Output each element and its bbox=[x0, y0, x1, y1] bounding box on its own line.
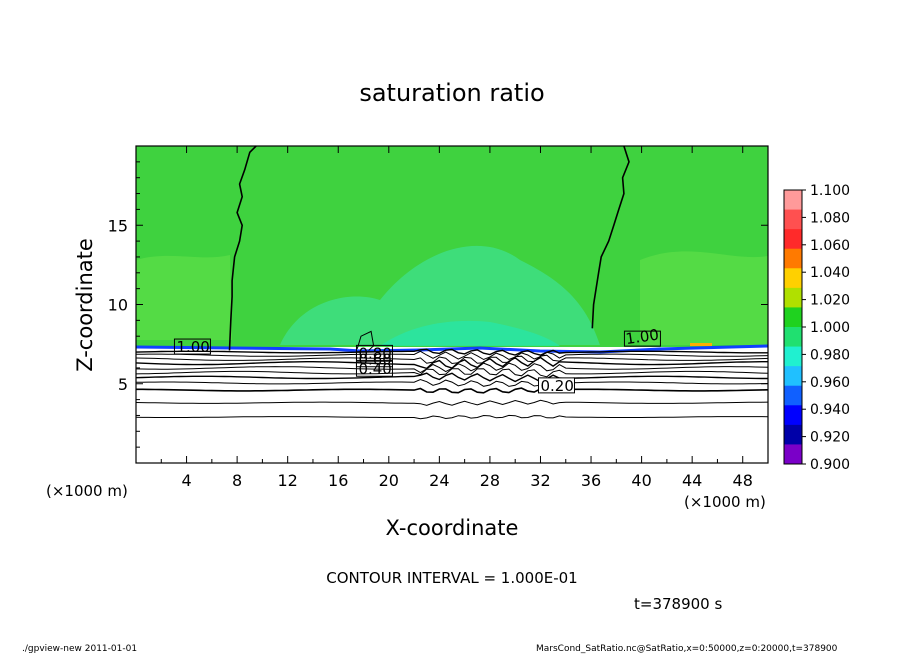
footer-right: MarsCond_SatRatio.nc@SatRatio,x=0:50000,… bbox=[536, 644, 838, 654]
colorbar-label: 1.100 bbox=[810, 183, 850, 199]
x-tick-label: 32 bbox=[530, 471, 550, 490]
contour-label-bg bbox=[173, 338, 211, 355]
colorbar-swatch bbox=[784, 366, 802, 387]
colorbar-swatch bbox=[784, 444, 802, 465]
x-tick-label: 12 bbox=[278, 471, 298, 490]
contour-line bbox=[135, 350, 769, 361]
x-tick-label: 24 bbox=[429, 471, 449, 490]
colorbar-swatch bbox=[784, 327, 802, 348]
saturation-spot bbox=[690, 343, 712, 346]
contour-line bbox=[135, 399, 769, 406]
contour-line bbox=[135, 378, 769, 387]
contour-loop bbox=[356, 330, 375, 351]
saturation-boundary bbox=[135, 344, 769, 354]
saturation-field-cyan bbox=[280, 245, 600, 345]
contour-label-bg bbox=[623, 330, 661, 347]
x-tick-label: 20 bbox=[379, 471, 399, 490]
contour-label-bg bbox=[537, 377, 575, 394]
y-tick-label: 10 bbox=[108, 296, 128, 315]
colorbar-swatch bbox=[784, 287, 802, 308]
colorbar-label: 1.060 bbox=[810, 238, 850, 254]
x-axis: 4 8 12 16 20 24 28 32 36 40 44 48 bbox=[160, 146, 753, 490]
saturation-field-cyan-core bbox=[380, 320, 560, 346]
y-tick-label: 5 bbox=[118, 375, 128, 394]
contour-interval: CONTOUR INTERVAL = 1.000E-01 bbox=[326, 569, 577, 587]
contour-line bbox=[135, 414, 769, 420]
contour-label-bg bbox=[355, 360, 393, 377]
contour-label: 1.00 bbox=[176, 338, 209, 356]
x-tick-label: 40 bbox=[631, 471, 651, 490]
contour-line bbox=[136, 386, 769, 394]
colorbar: 1.100 1.080 1.060 1.040 1.020 1.000 0.980 0.960… bbox=[783, 183, 850, 473]
contour-label: 0.20 bbox=[540, 377, 573, 395]
contour-lines: 1.00 1.00 0.800.600.40 0.20 bbox=[135, 145, 769, 420]
y-axis-label: Z-coordinate bbox=[73, 238, 97, 372]
colorbar-label: 1.040 bbox=[810, 265, 850, 281]
contour-label: 0.60 bbox=[358, 351, 391, 369]
colorbar-label: 1.020 bbox=[810, 293, 850, 309]
colorbar-label: 0.980 bbox=[810, 347, 850, 363]
colorbar-swatch bbox=[784, 248, 802, 269]
colorbar-label: 1.080 bbox=[810, 210, 850, 226]
contour-label: 0.40 bbox=[358, 360, 391, 378]
contour-line bbox=[135, 372, 768, 383]
y-tick-label: 15 bbox=[108, 216, 128, 235]
colorbar-label: 0.960 bbox=[810, 375, 850, 391]
x-tick-label: 28 bbox=[480, 471, 500, 490]
colorbar-swatch bbox=[784, 424, 802, 445]
colorbar-label: 1.000 bbox=[810, 320, 850, 336]
colorbar-swatch bbox=[784, 209, 802, 230]
x-unit-right: (×1000 m) bbox=[684, 493, 766, 511]
colorbar-label: 0.940 bbox=[810, 402, 850, 418]
contour-line-1-right bbox=[591, 145, 630, 329]
contour-label: 0.80 bbox=[358, 344, 391, 362]
x-tick-label: 48 bbox=[733, 471, 753, 490]
saturation-field-light bbox=[136, 255, 232, 340]
x-unit-left: (×1000 m) bbox=[46, 482, 128, 500]
saturation-field bbox=[136, 146, 768, 347]
saturation-field-light-right bbox=[640, 251, 768, 345]
contour-line bbox=[135, 354, 769, 365]
x-tick-label: 16 bbox=[328, 471, 348, 490]
x-tick-label: 44 bbox=[682, 471, 702, 490]
colorbar-swatch bbox=[784, 190, 802, 211]
time-stamp: t=378900 s bbox=[634, 595, 722, 613]
contour-label: 1.00 bbox=[624, 326, 660, 348]
x-tick-label: 8 bbox=[232, 471, 242, 490]
colorbar-label: 0.900 bbox=[810, 457, 850, 473]
colorbar-swatch bbox=[784, 346, 802, 367]
x-tick-label: 4 bbox=[181, 471, 191, 490]
contour-line-1-left bbox=[228, 145, 257, 351]
colorbar-swatch bbox=[784, 229, 802, 250]
chart-title: saturation ratio bbox=[359, 79, 544, 107]
x-tick-label: 36 bbox=[581, 471, 601, 490]
contour-line bbox=[135, 348, 768, 356]
footer-left: ./gpview-new 2011-01-01 bbox=[22, 644, 137, 654]
colorbar-swatch bbox=[784, 405, 802, 426]
x-axis-label: X-coordinate bbox=[386, 516, 519, 540]
colorbar-label: 0.920 bbox=[810, 430, 850, 446]
contour-label-bg bbox=[355, 351, 393, 368]
colorbar-swatch bbox=[784, 385, 802, 406]
plot-area: 1.00 1.00 0.800.600.40 0.20 bbox=[135, 145, 769, 464]
y-axis: 5 10 15 bbox=[108, 161, 768, 448]
colorbar-swatch bbox=[784, 307, 802, 328]
colorbar-swatch bbox=[784, 268, 802, 289]
contour-line bbox=[135, 368, 769, 378]
